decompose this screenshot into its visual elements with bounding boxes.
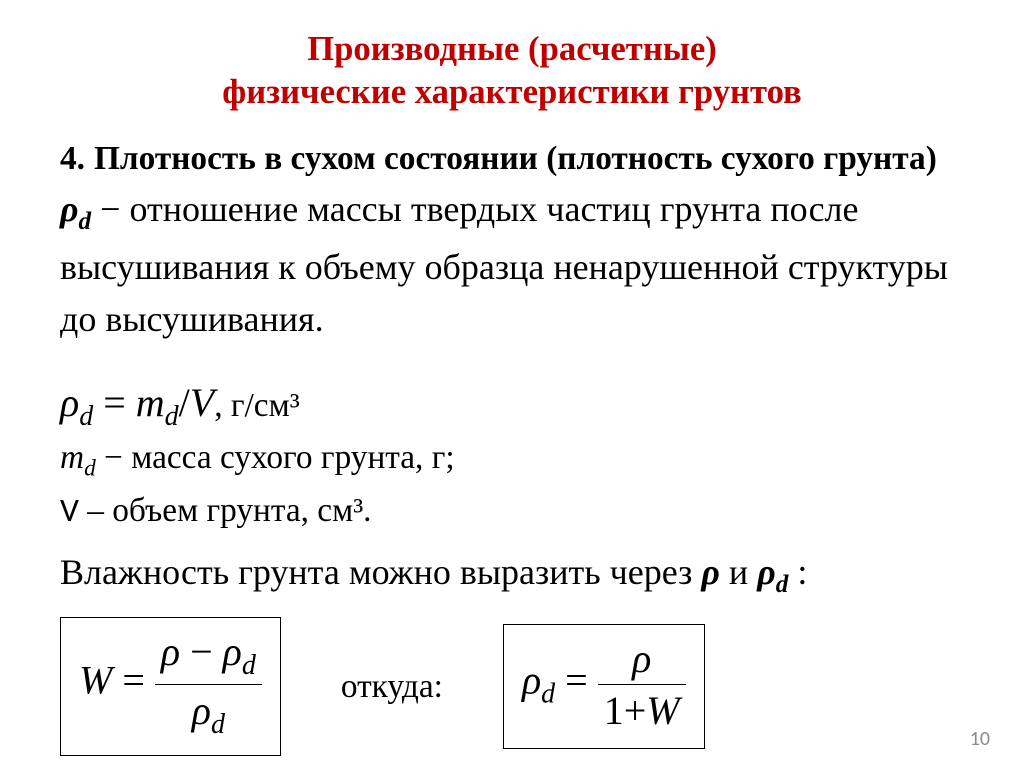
slide: Производные (расчетные) физические харак… <box>0 0 1024 767</box>
slide-title: Производные (расчетные) физические харак… <box>60 28 964 115</box>
formula-unit: , г/см³ <box>214 387 299 424</box>
title-line-1: Производные (расчетные) <box>60 28 964 71</box>
fraction-W: ρ − ρd ρd <box>155 628 262 741</box>
symbol-rho-d: ρd <box>60 189 100 229</box>
equation-W-box: W = ρ − ρd ρd <box>60 617 281 756</box>
item-number: 4. <box>60 140 85 177</box>
equation-rho-d-box: ρd = ρ 1+W <box>503 624 705 749</box>
formula-rho-d: ρd = md/V, г/см³ <box>60 379 964 433</box>
dash: − <box>100 189 120 229</box>
page-number: 10 <box>970 727 990 751</box>
def-m: md − масса сухого грунта, г; <box>60 439 964 483</box>
fraction-rho-d: ρ 1+W <box>598 635 686 734</box>
whence-label: откуда: <box>341 668 443 706</box>
term: Плотность в сухом состоянии (плотность с… <box>94 140 937 177</box>
definition-text: отношение массы твердых частиц грунта по… <box>60 189 948 339</box>
equation-row: W = ρ − ρd ρd откуда: ρd = ρ 1+W <box>60 617 964 756</box>
humidity-line: Влажность грунта можно выразить через ρ … <box>60 546 964 604</box>
definition-paragraph: 4. Плотность в сухом состоянии (плотност… <box>60 131 964 345</box>
title-line-2: физические характеристики грунтов <box>60 71 964 114</box>
def-v: V – объем грунта, см³. <box>60 489 964 530</box>
